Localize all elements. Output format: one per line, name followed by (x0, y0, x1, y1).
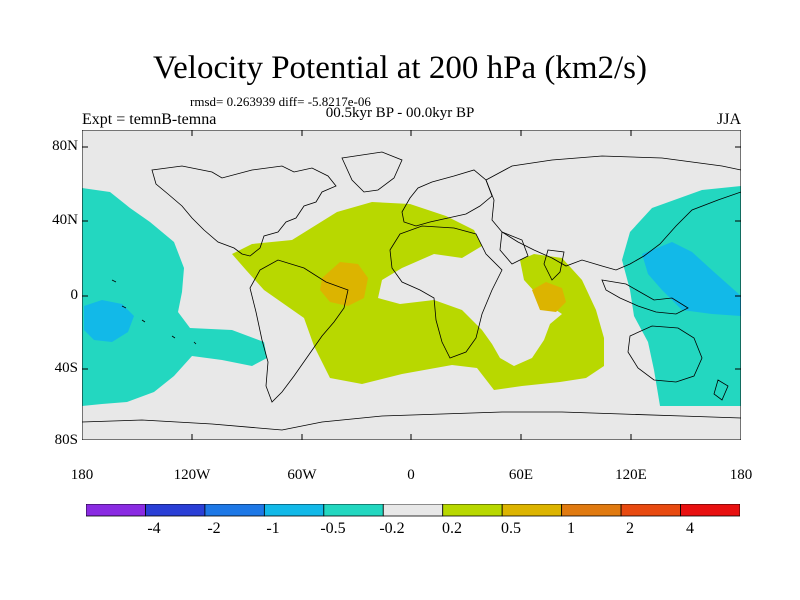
lon-label-180-east: 180 (729, 467, 753, 483)
coast-antarctica (82, 411, 741, 431)
lon-label-0: 0 (407, 467, 415, 483)
coast-arabia-india (499, 231, 565, 281)
colorbar-box (442, 504, 503, 517)
region-indian-ocean-maximum (532, 282, 566, 312)
experiment-label: Expt = temnB-temna (82, 111, 217, 128)
colorbar-label: 0.5 (501, 520, 521, 537)
region-pacific-west-core (84, 300, 134, 342)
velocity-potential-map (82, 130, 741, 440)
lat-label-40s: 40S (54, 360, 78, 376)
colorbar-label: -4 (147, 520, 161, 537)
coast-africa (389, 225, 503, 359)
lat-label-80s: 80S (54, 432, 78, 448)
continent-outlines (82, 151, 741, 431)
colorbar-box (204, 504, 265, 517)
colorbar-box (86, 504, 146, 517)
colorbar-box (382, 504, 444, 517)
coast-north-america (151, 165, 337, 257)
colorbar-box (145, 504, 206, 517)
lat-label-80n: 80N (52, 138, 78, 154)
coast-pacific-islands (111, 279, 197, 345)
coast-south-america (249, 259, 349, 403)
colorbar-box (620, 504, 681, 517)
colorbar-box (680, 504, 740, 517)
colorbar-label: -2 (207, 520, 221, 537)
colorbar-label: -1 (266, 520, 280, 537)
coast-maritime-continent (601, 279, 689, 315)
lat-ticks (82, 146, 741, 440)
region-atlantic-africa-positive (232, 202, 604, 390)
rmsd-diff-stats: rmsd= 0.263939 diff= -5.8217e-06 (190, 94, 371, 109)
colorbar-label: 1 (567, 520, 575, 537)
colorbar-label: 0.2 (442, 520, 462, 537)
map-title: Velocity Potential at 200 hPa (km2/s) (152, 50, 648, 86)
lon-ticks (82, 130, 741, 440)
region-atlantic-maximum (320, 262, 368, 306)
lat-label-0: 0 (70, 287, 79, 303)
colorbar-box (561, 504, 622, 517)
colorbar-box (501, 504, 563, 517)
contour-fill-regions (82, 186, 741, 406)
colorbar-box (263, 504, 325, 517)
region-pacific-west-negative (82, 188, 267, 406)
lon-label-120w: 120W (173, 467, 211, 483)
region-west-pacific-core (642, 242, 741, 316)
coast-new-zealand (713, 379, 729, 401)
lon-label-60w: 60W (287, 467, 317, 483)
lon-label-120e: 120E (615, 467, 647, 483)
colorbar-label: 4 (686, 520, 694, 537)
coast-australia (627, 325, 703, 383)
colorbar-label: -0.5 (320, 520, 346, 537)
lat-label-40n: 40N (52, 212, 78, 228)
coast-greenland (341, 151, 403, 193)
coast-asia (485, 155, 741, 271)
colorbar-label: 2 (626, 520, 634, 537)
colorbar (86, 504, 740, 517)
season-label: JJA (716, 111, 741, 128)
period-label: 00.5kyr BP - 00.0kyr BP (325, 105, 475, 121)
colorbar-box (323, 504, 384, 517)
lon-label-180-west: 180 (70, 467, 94, 483)
lon-label-60e: 60E (508, 467, 534, 483)
colorbar-label: -0.2 (379, 520, 405, 537)
